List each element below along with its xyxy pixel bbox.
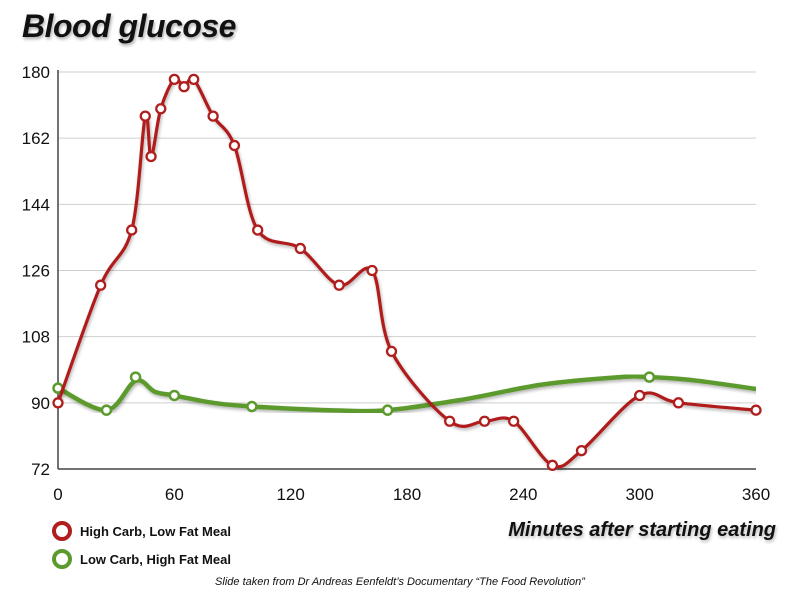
legend-item-low-carb: Low Carb, High Fat Meal [52, 545, 231, 573]
point-low-carb-5 [381, 404, 394, 416]
series-line-low-carb [55, 374, 756, 414]
x-tick-label-300: 300 [625, 485, 653, 504]
series-low-carb [52, 371, 756, 416]
point-high-carb-11 [252, 224, 264, 236]
point-low-carb-6 [643, 371, 656, 383]
point-high-carb-21 [634, 389, 646, 402]
legend-label-high-carb: High Carb, Low Fat Meal [80, 523, 231, 539]
legend-swatch-high-carb [52, 521, 72, 541]
point-high-carb-5 [155, 103, 167, 115]
point-high-carb-13 [333, 279, 345, 291]
y-tick-label-180: 180 [22, 63, 50, 82]
point-high-carb-10 [228, 139, 241, 152]
legend-item-high-carb: High Carb, Low Fat Meal [52, 517, 231, 545]
point-high-carb-9 [207, 110, 219, 122]
point-high-carb-19 [546, 459, 559, 471]
source-note: Slide taken from Dr Andreas Eenfeldt’s D… [215, 576, 585, 588]
x-tick-label-240: 240 [509, 485, 537, 504]
point-high-carb-0 [52, 397, 64, 409]
y-tick-label-72: 72 [31, 460, 50, 479]
point-high-carb-22 [672, 397, 685, 409]
chart-title: Blood glucose [22, 8, 236, 44]
x-tick-label-360: 360 [742, 485, 770, 504]
point-low-carb-3 [168, 389, 181, 402]
point-high-carb-2 [126, 224, 138, 236]
point-high-carb-6 [168, 73, 180, 86]
y-tick-label-144: 144 [22, 195, 50, 214]
point-high-carb-17 [478, 415, 491, 427]
x-tick-label-180: 180 [393, 485, 421, 504]
series-group [52, 73, 762, 471]
legend: High Carb, Low Fat Meal Low Carb, High F… [52, 517, 231, 573]
point-high-carb-18 [507, 415, 520, 427]
point-high-carb-1 [95, 279, 107, 291]
point-high-carb-15 [385, 345, 398, 358]
tick-labels: 72 90 108 126 144 162 180 0 60 120 180 240 300 360 [22, 63, 771, 504]
point-high-carb-8 [188, 73, 200, 86]
y-tick-label-90: 90 [31, 394, 50, 413]
legend-label-low-carb: Low Carb, High Fat Meal [80, 551, 231, 567]
point-high-carb-16 [444, 415, 456, 427]
series-high-carb [52, 73, 762, 471]
gridlines [58, 71, 756, 404]
point-low-carb-1 [100, 404, 113, 416]
x-axis-title: Minutes after starting eating [508, 519, 776, 541]
point-high-carb-20 [575, 444, 588, 457]
x-tick-label-60: 60 [165, 485, 184, 504]
point-low-carb-4 [246, 400, 258, 413]
x-tick-label-0: 0 [53, 485, 62, 504]
point-high-carb-7 [178, 81, 190, 93]
y-tick-label-162: 162 [22, 129, 50, 148]
point-high-carb-14 [366, 264, 378, 277]
point-high-carb-4 [145, 150, 157, 163]
legend-swatch-low-carb [52, 549, 72, 569]
y-tick-label-126: 126 [22, 262, 50, 281]
point-high-carb-3 [139, 110, 151, 122]
y-tick-label-108: 108 [22, 328, 50, 347]
x-tick-label-120: 120 [276, 485, 304, 504]
point-low-carb-2 [129, 371, 142, 383]
point-high-carb-12 [294, 242, 307, 255]
point-high-carb-23 [750, 404, 762, 416]
